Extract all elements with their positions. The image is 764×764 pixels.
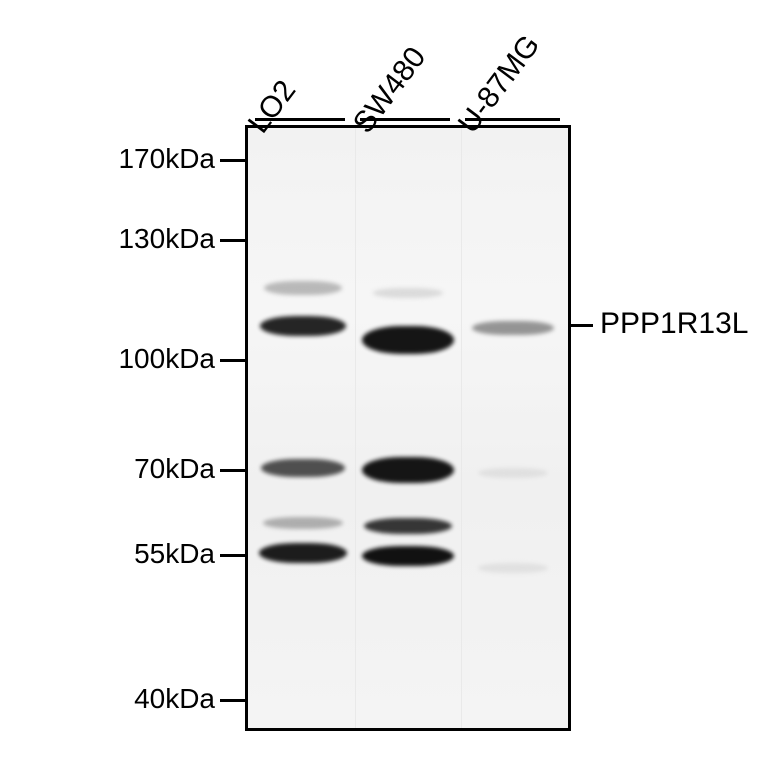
blot-band: [259, 543, 347, 563]
target-pointer-tick: [568, 324, 593, 327]
blot-band: [364, 518, 452, 534]
blot-band: [260, 316, 346, 336]
blot-band: [362, 546, 454, 566]
blot-band: [362, 457, 454, 483]
mw-marker-label: 130kDa: [118, 223, 215, 255]
lane-divider: [355, 128, 356, 728]
mw-marker-label: 100kDa: [118, 343, 215, 375]
blot-band: [263, 517, 343, 529]
mw-marker-label: 170kDa: [118, 143, 215, 175]
mw-marker-label: 70kDa: [134, 453, 215, 485]
mw-marker-tick: [220, 359, 245, 362]
mw-marker-label: 40kDa: [134, 683, 215, 715]
lane-divider: [461, 128, 462, 728]
mw-marker-tick: [220, 469, 245, 472]
mw-marker-label: 55kDa: [134, 538, 215, 570]
blot-membrane: [245, 125, 571, 731]
target-protein-label: PPP1R13L: [600, 307, 748, 341]
western-blot-figure: PPP1R13L 170kDa 130kDa 100kDa 70kDa 55kDa 40k…: [0, 0, 764, 764]
blot-band: [373, 288, 443, 298]
blot-band: [264, 281, 342, 295]
mw-marker-tick: [220, 159, 245, 162]
mw-marker-tick: [220, 699, 245, 702]
mw-marker-tick: [220, 239, 245, 242]
blot-band: [261, 459, 345, 477]
mw-marker-tick: [220, 554, 245, 557]
blot-band: [478, 468, 548, 478]
blot-band: [472, 321, 554, 335]
blot-band: [478, 563, 548, 573]
lane-label: U-87MG: [452, 29, 547, 140]
blot-band: [362, 326, 454, 354]
